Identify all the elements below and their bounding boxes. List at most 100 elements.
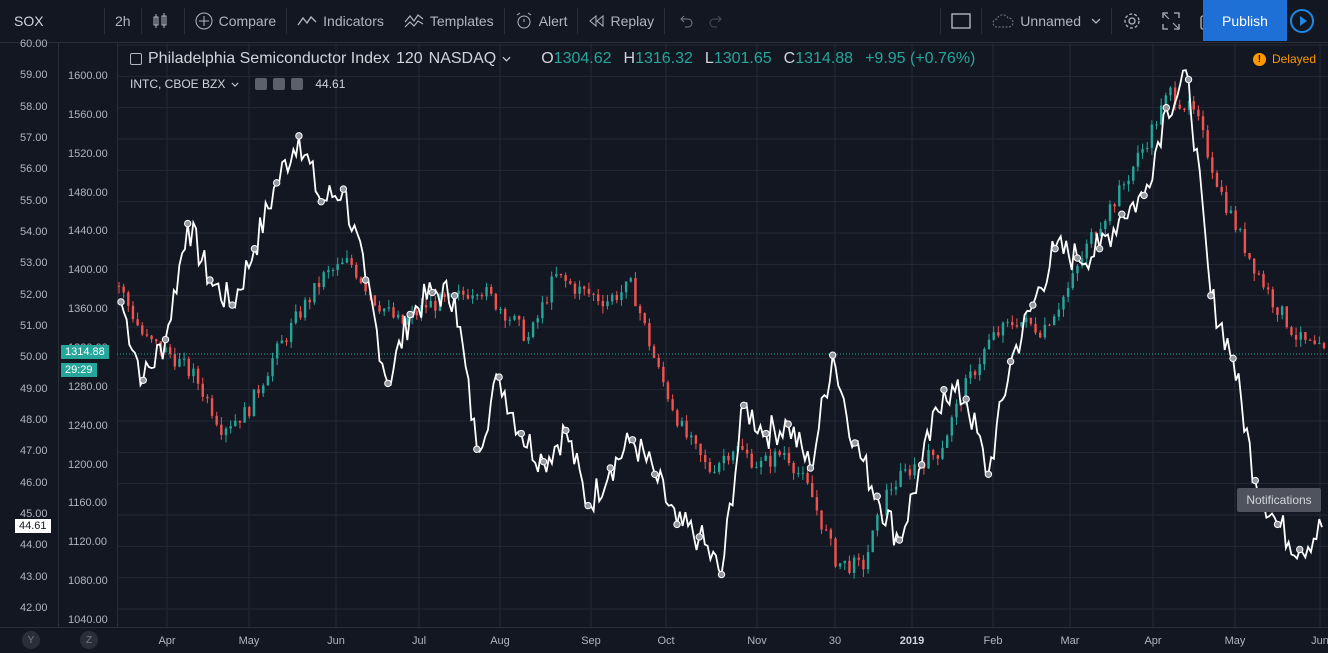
indicators-button[interactable]: Indicators [287,0,394,43]
square-icon [951,13,971,29]
sox-candle-body [317,282,321,288]
divider [981,8,983,34]
publish-button[interactable]: Publish [1203,0,1287,41]
intc-data-point [161,335,170,344]
sox-candle-body [457,290,460,295]
replay-button[interactable]: Replay [578,0,664,43]
intc-data-point [317,197,325,206]
right-axis-tick: 1560.00 [68,108,108,121]
sox-candle-body [336,264,339,271]
second-price-axis[interactable]: 1600.00 1560.00 1520.00 1480.00 1440.00 1400.… [58,43,118,627]
sox-candle-body [1173,87,1177,105]
sox-candle-body [275,343,279,359]
layout-toggle-button[interactable] [941,0,981,43]
intc-data-point [139,376,147,384]
ohlc-open: O1304.62 [541,50,611,68]
layout-name-button[interactable]: Unnamed [982,0,1111,43]
close-icon[interactable] [291,78,304,90]
time-axis-tick: 30 [828,635,842,647]
time-axis[interactable]: Y Z Apr May Jun Jul Aug Sep Oct Nov 30 2019 Feb Mar… [0,627,1328,653]
sox-candle-body [657,357,660,367]
sox-candle-body [1099,229,1102,236]
intc-data-point [339,185,348,193]
sox-candle-body [652,346,656,358]
undo-button[interactable] [665,0,701,43]
right-axis-tick: 1160.00 [68,497,107,510]
sox-candle-body [1280,306,1284,315]
gear-icon[interactable] [273,78,286,90]
collapse-legend-icon[interactable] [130,53,142,65]
interval-button[interactable]: 2h [105,0,141,43]
compare-symbol[interactable]: INTC, CBOE BZX [130,77,226,91]
settings-button[interactable] [1112,0,1152,43]
countdown-value: 29:29 [65,364,93,376]
intc-data-point [584,501,592,510]
delayed-indicator[interactable]: ! Delayed [1252,52,1316,66]
notifications-tooltip[interactable]: Notifications [1237,488,1321,512]
plus-circle-icon [195,12,213,30]
sox-candle-body [876,514,879,531]
alert-button[interactable]: Alert [505,0,578,43]
left-axis-tick: 60.00 [20,38,48,50]
divider [940,8,942,34]
divider [183,8,185,34]
time-axis-tick: Oct [657,635,675,647]
left-axis-tick: 44.00 [20,539,48,552]
y-axis-button[interactable]: Y [22,631,40,649]
chevron-down-icon[interactable] [231,81,239,88]
replay-label: Replay [610,13,655,29]
intc-data-point [406,310,414,319]
sox-candle-body [513,315,516,320]
intc-data-point [539,458,548,466]
sox-candle-body [182,358,186,360]
intc-data-point [1140,191,1148,200]
replay-play-button[interactable] [1290,9,1314,33]
sox-candle-body [1038,332,1042,338]
compare-label: Compare [218,13,277,29]
sox-candle-body [517,315,521,320]
templates-button[interactable]: Templates [394,0,504,43]
sox-candle-body [1076,265,1079,274]
fullscreen-button[interactable] [1152,0,1190,43]
chart-type-button[interactable] [142,0,184,43]
z-axis-button[interactable]: Z [80,631,98,649]
left-axis-tick: 55.00 [20,194,48,207]
sox-candle-body [1136,152,1140,167]
redo-button[interactable] [701,0,733,43]
legend-title[interactable]: Philadelphia Semiconductor Index [148,50,390,67]
sox-candle-body [522,319,525,341]
intc-data-point [695,533,703,541]
sox-candle-body [313,282,316,303]
right-axis-tick: 1400.00 [68,264,108,277]
chevron-down-icon[interactable] [502,55,511,63]
sox-candle-body [1239,229,1242,231]
sox-candle-body [131,305,135,320]
right-axis-tick: 1120.00 [68,536,107,549]
sox-candle-body [1234,210,1237,230]
sox-candle-body [824,529,828,531]
left-axis-tick: 43.00 [20,570,48,583]
publish-label: Publish [1222,12,1268,29]
sox-candle-series [117,81,1326,579]
intc-data-point [450,291,459,300]
sox-candle-body [1266,287,1270,290]
right-axis-tick: 1520.00 [68,147,108,160]
sox-candle-body [429,300,432,308]
chart-plot[interactable] [117,43,1328,627]
sox-candle-body [387,307,391,309]
sox-candle-body [201,383,204,397]
price-badge: 1314.88 [61,345,109,359]
notifications-label: Notifications [1246,493,1312,507]
time-axis-tick: Sep [581,635,601,647]
compare-button[interactable]: Compare [185,0,287,43]
eye-icon[interactable] [255,78,268,90]
sox-candle-body [1020,322,1023,327]
sox-candle-body [1132,166,1135,181]
sox-candle-body [620,292,623,301]
symbol-search[interactable]: SOX [0,0,104,43]
sox-candle-body [727,455,730,461]
sox-candle-body [503,309,507,321]
left-price-axis[interactable]: 60.00 59.00 58.00 57.00 56.00 55.00 54.00 53.00… [0,38,59,627]
sox-candle-body [248,407,251,417]
sox-candle-body [1206,130,1209,158]
